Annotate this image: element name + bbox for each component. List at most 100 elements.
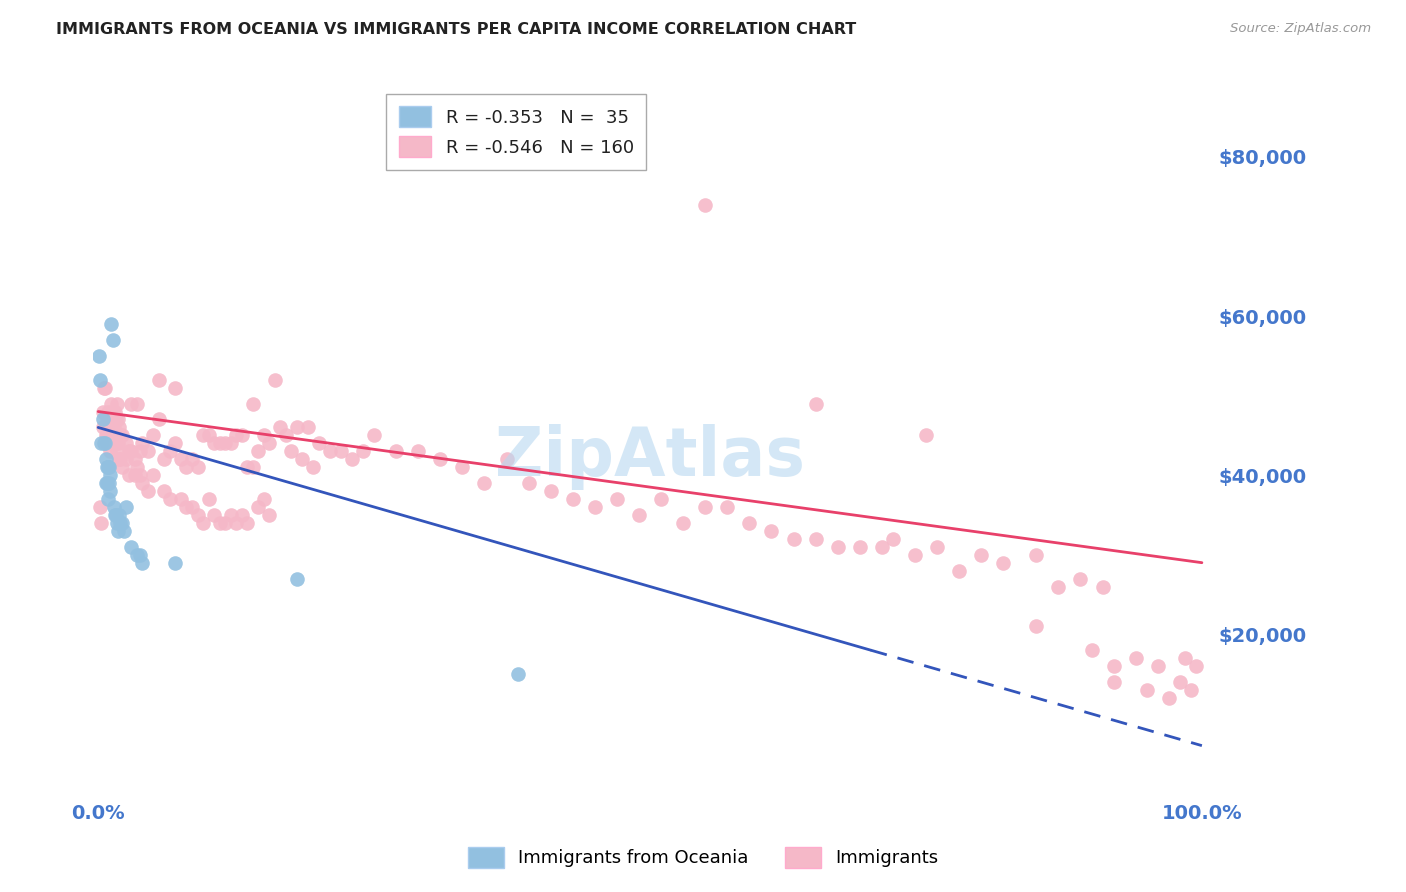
- Point: [107, 436, 129, 450]
- Point: [97, 491, 120, 506]
- Point: [96, 460, 118, 475]
- Point: [181, 452, 204, 467]
- Point: [197, 428, 219, 442]
- Point: [517, 476, 540, 491]
- Point: [1168, 675, 1191, 690]
- Point: [91, 412, 114, 426]
- Point: [269, 420, 291, 434]
- Point: [98, 476, 121, 491]
- Text: ZipAtlas: ZipAtlas: [495, 424, 806, 490]
- Point: [94, 436, 117, 450]
- Point: [105, 516, 128, 530]
- Point: [98, 468, 121, 483]
- Point: [208, 516, 231, 530]
- Point: [136, 484, 159, 499]
- Point: [114, 452, 136, 467]
- Point: [191, 516, 214, 530]
- Point: [319, 444, 342, 458]
- Point: [782, 532, 804, 546]
- Point: [330, 444, 353, 458]
- Point: [110, 452, 132, 467]
- Point: [695, 198, 717, 212]
- Point: [114, 500, 136, 514]
- Point: [96, 476, 118, 491]
- Point: [606, 491, 628, 506]
- Point: [118, 468, 141, 483]
- Point: [291, 452, 314, 467]
- Point: [202, 508, 225, 522]
- Point: [1136, 682, 1159, 697]
- Point: [191, 428, 214, 442]
- Point: [214, 516, 236, 530]
- Point: [915, 428, 938, 442]
- Point: [98, 460, 121, 475]
- Point: [1025, 619, 1047, 633]
- Point: [1157, 690, 1180, 705]
- Point: [451, 460, 474, 475]
- Point: [176, 460, 198, 475]
- Point: [112, 524, 135, 538]
- Point: [96, 412, 118, 426]
- Point: [263, 373, 285, 387]
- Text: Source: ZipAtlas.com: Source: ZipAtlas.com: [1230, 22, 1371, 36]
- Point: [297, 420, 319, 434]
- Point: [236, 516, 259, 530]
- Point: [89, 349, 111, 363]
- Point: [94, 428, 117, 442]
- Point: [1091, 580, 1114, 594]
- Point: [101, 333, 124, 347]
- Point: [219, 508, 242, 522]
- Point: [89, 373, 111, 387]
- Point: [1174, 651, 1197, 665]
- Point: [236, 460, 259, 475]
- Point: [259, 436, 281, 450]
- Point: [101, 428, 124, 442]
- Point: [225, 428, 247, 442]
- Point: [96, 428, 118, 442]
- Point: [170, 491, 193, 506]
- Point: [285, 572, 308, 586]
- Point: [110, 428, 132, 442]
- Point: [1125, 651, 1147, 665]
- Point: [101, 404, 124, 418]
- Point: [672, 516, 695, 530]
- Text: IMMIGRANTS FROM OCEANIA VS IMMIGRANTS PER CAPITA INCOME CORRELATION CHART: IMMIGRANTS FROM OCEANIA VS IMMIGRANTS PE…: [56, 22, 856, 37]
- Point: [363, 428, 385, 442]
- Point: [142, 468, 165, 483]
- Point: [308, 436, 330, 450]
- Point: [120, 444, 142, 458]
- Point: [94, 452, 117, 467]
- Legend: R = -0.353   N =  35, R = -0.546   N = 160: R = -0.353 N = 35, R = -0.546 N = 160: [387, 94, 647, 169]
- Point: [219, 436, 242, 450]
- Point: [340, 452, 363, 467]
- Point: [120, 540, 142, 554]
- Point: [904, 548, 927, 562]
- Point: [253, 491, 276, 506]
- Point: [105, 444, 128, 458]
- Point: [274, 428, 297, 442]
- Point: [104, 404, 127, 418]
- Point: [125, 548, 148, 562]
- Point: [761, 524, 783, 538]
- Point: [104, 436, 127, 450]
- Point: [948, 564, 970, 578]
- Point: [1069, 572, 1091, 586]
- Point: [1047, 580, 1070, 594]
- Point: [129, 444, 152, 458]
- Point: [91, 420, 114, 434]
- Point: [165, 556, 187, 570]
- Point: [110, 516, 132, 530]
- Point: [1180, 682, 1202, 697]
- Point: [98, 428, 121, 442]
- Point: [100, 412, 122, 426]
- Point: [148, 373, 170, 387]
- Point: [247, 444, 270, 458]
- Point: [104, 412, 127, 426]
- Point: [1025, 548, 1047, 562]
- Point: [540, 484, 562, 499]
- Point: [225, 516, 247, 530]
- Point: [118, 444, 141, 458]
- Point: [100, 396, 122, 410]
- Point: [650, 491, 672, 506]
- Point: [94, 381, 117, 395]
